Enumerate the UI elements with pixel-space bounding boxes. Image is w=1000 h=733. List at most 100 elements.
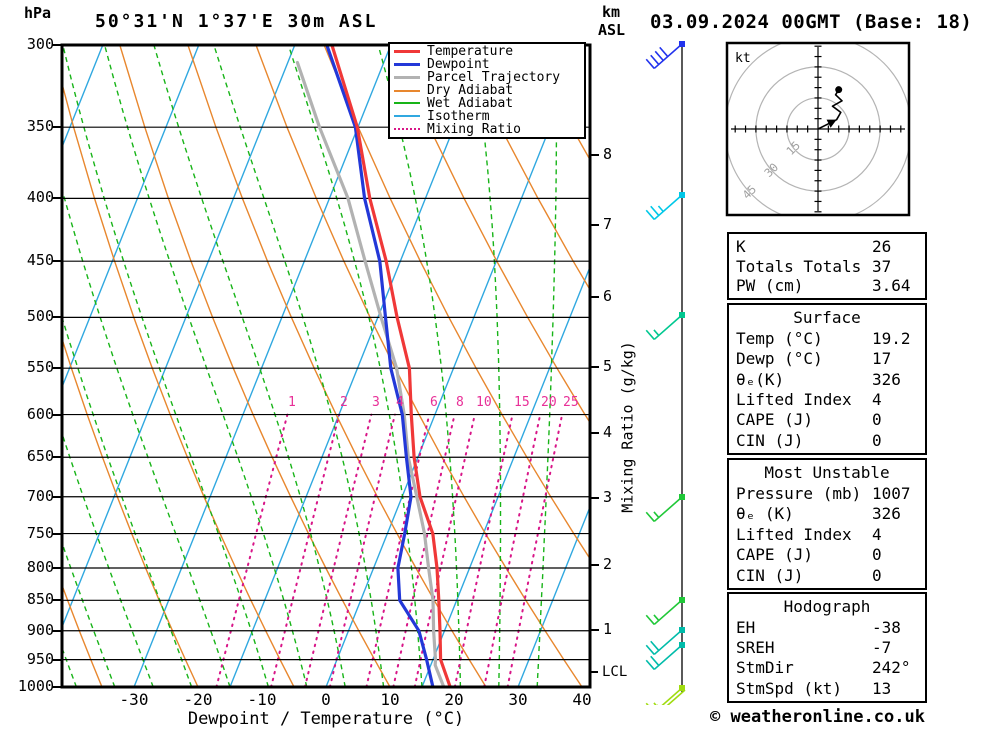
wind-barb	[645, 41, 685, 70]
mixing-ratio-label: 25	[563, 395, 579, 410]
table-row-value: 326	[872, 504, 901, 524]
table-row-label: PW (cm)	[736, 276, 804, 296]
table-row-label: Totals Totals	[736, 256, 862, 276]
legend-swatch-dewpoint	[394, 63, 420, 67]
table-row-label: StmDir	[736, 658, 794, 678]
pressure-tick-label: 900	[26, 621, 54, 639]
table-row: SREH -7	[729, 638, 925, 657]
pressure-tick	[52, 496, 62, 498]
legend-label: Isotherm	[427, 108, 490, 124]
pressure-axis-unit: hPa	[24, 4, 52, 22]
km-tick-label: 2	[603, 555, 613, 573]
pressure-tick	[52, 630, 62, 632]
pressure-tick-label: 550	[26, 358, 54, 376]
km-tick	[590, 497, 599, 499]
pressure-tick-label: 400	[26, 188, 54, 206]
mixing-ratio-label: 1	[288, 395, 296, 410]
legend-label: Temperature	[427, 44, 514, 60]
table-row-value: 4	[872, 389, 882, 409]
wind-barb	[645, 494, 685, 523]
temperature-tick-label: 40	[572, 690, 592, 709]
pressure-tick-label: 950	[26, 650, 54, 668]
mixing-ratio-label: 15	[514, 395, 530, 410]
legend-label: Wet Adiabat	[427, 95, 514, 111]
table-row: θₑ (K) 326	[729, 504, 925, 523]
table-row: Pressure (mb) 1007	[729, 484, 925, 503]
hodograph-trace-end-dot	[835, 86, 843, 94]
table-row-value: 13	[872, 678, 892, 698]
km-tick	[590, 366, 599, 368]
table-row-label: CIN (J)	[736, 565, 804, 585]
legend-item: Isotherm	[390, 108, 584, 124]
wind-barb	[645, 192, 685, 221]
table-row-label: Temp (°C)	[736, 328, 823, 348]
table-row-label: Lifted Index	[736, 389, 852, 409]
pressure-tick	[52, 44, 62, 46]
table-row: EH -38	[729, 618, 925, 637]
pressure-tick-label: 300	[26, 35, 54, 53]
mixing-ratio-label: 6	[430, 395, 438, 410]
km-tick-label: 6	[603, 287, 613, 305]
temperature-tick-label: 20	[444, 690, 464, 709]
km-tick	[590, 564, 599, 566]
table-row: CIN (J) 0	[729, 566, 925, 585]
km-tick-label: 5	[603, 357, 613, 375]
table-header: Most Unstable	[764, 463, 890, 483]
table-row-label: CAPE (J)	[736, 410, 814, 430]
wind-barb	[645, 627, 685, 656]
storm-motion-arrow	[826, 119, 837, 128]
table-row-value: 0	[872, 545, 882, 565]
table-row: Temp (°C) 19.2	[729, 329, 925, 348]
table-row-value: 19.2	[872, 328, 911, 348]
mixing-ratio-label: 20	[541, 395, 557, 410]
legend-item: Parcel Trajectory	[390, 70, 584, 85]
page-title: 50°31'N 1°37'E 30m ASL	[95, 11, 378, 32]
table-row-label: Lifted Index	[736, 524, 852, 544]
km-axis-unit: km	[602, 3, 621, 21]
legend-item: Temperature	[390, 44, 584, 60]
lcl-tick	[590, 671, 598, 673]
pressure-tick-label: 700	[26, 487, 54, 505]
table-row-label: θₑ (K)	[736, 504, 794, 524]
legend-swatch-wet-adiabat	[394, 102, 420, 105]
wind-barb	[645, 597, 685, 626]
km-tick-label: 3	[603, 488, 613, 506]
pressure-tick-label: 800	[26, 558, 54, 576]
mixing-ratio-label: 10	[476, 395, 492, 410]
table-row-value: 242°	[872, 658, 911, 678]
pressure-tick	[52, 456, 62, 458]
dewpoint-curve	[325, 45, 435, 687]
pressure-tick	[52, 599, 62, 601]
datetime-label: 03.09.2024 00GMT (Base: 18)	[650, 11, 973, 33]
legend-item: Mixing Ratio	[390, 122, 584, 137]
hodograph-unit-label: kt	[735, 51, 751, 66]
table-row-value: 0	[872, 430, 882, 450]
km-tick	[590, 296, 599, 298]
table-row-value: 326	[872, 369, 901, 389]
pressure-tick-label: 600	[26, 405, 54, 423]
legend-swatch-temperature	[394, 50, 420, 54]
wind-barb	[645, 312, 685, 341]
x-axis-label: Dewpoint / Temperature (°C)	[187, 709, 465, 729]
table-row: StmSpd (kt) 13	[729, 679, 925, 698]
table-row-label: CAPE (J)	[736, 545, 814, 565]
pressure-tick	[52, 260, 62, 262]
mixing-ratio-label: 2	[340, 395, 348, 410]
km-tick	[590, 432, 599, 434]
pressure-tick	[52, 686, 62, 688]
table-row-label: Pressure (mb)	[736, 483, 862, 503]
table-row: Lifted Index 4	[729, 390, 925, 409]
parameter-table-surface: Surface Temp (°C) 19.2 Dewp (°C) 17 θₑ(K) 326 L…	[727, 303, 927, 455]
km-tick-label: 8	[603, 145, 613, 163]
km-tick-label: 4	[603, 423, 613, 441]
table-row-value: 0	[872, 410, 882, 430]
parcel-trajectory-curve	[295, 60, 446, 687]
parameter-table-hodograph: Hodograph EH -38 SREH -7 StmDir 242° StmSpd (kt…	[727, 592, 927, 703]
mixing-ratio-label: 3	[372, 395, 380, 410]
table-row-label: SREH	[736, 637, 775, 657]
pressure-tick-label: 450	[26, 251, 54, 269]
legend-swatch-dry-adiabat	[394, 89, 420, 92]
table-header: Surface	[793, 308, 861, 328]
